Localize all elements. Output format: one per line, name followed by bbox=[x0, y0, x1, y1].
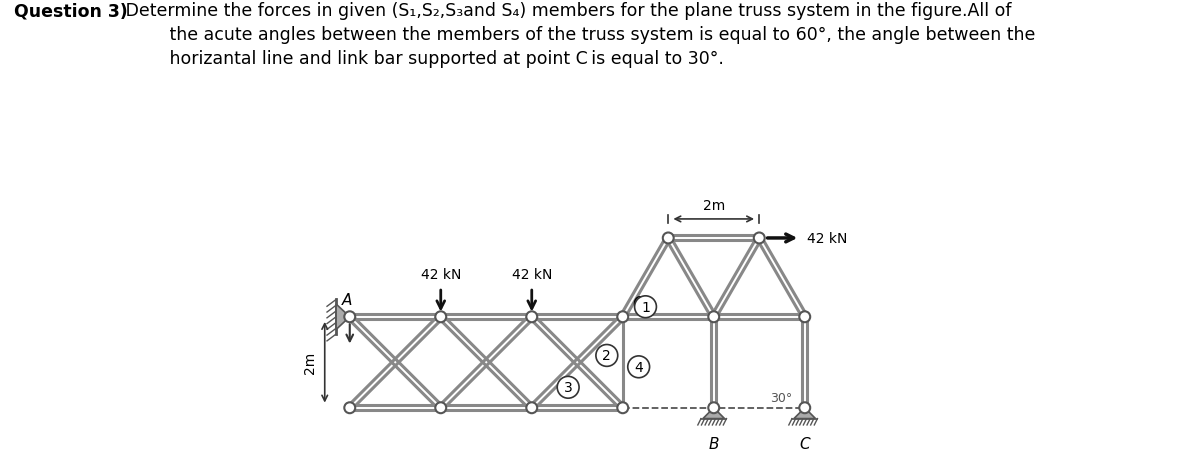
Circle shape bbox=[662, 233, 673, 244]
Text: 42 kN: 42 kN bbox=[808, 231, 847, 246]
Circle shape bbox=[617, 402, 629, 413]
Text: 3: 3 bbox=[564, 380, 572, 395]
Text: 42 kN: 42 kN bbox=[420, 268, 461, 282]
Text: Determine the forces in given (S₁,S₂,S₃and S₄) members for the plane truss syste: Determine the forces in given (S₁,S₂,S₃a… bbox=[120, 2, 1036, 68]
Circle shape bbox=[344, 312, 355, 323]
Circle shape bbox=[617, 312, 629, 323]
Circle shape bbox=[527, 312, 538, 323]
Circle shape bbox=[527, 402, 538, 413]
Text: A: A bbox=[342, 292, 353, 307]
Circle shape bbox=[708, 312, 719, 323]
Text: G: G bbox=[632, 295, 643, 310]
Text: 2m: 2m bbox=[703, 198, 725, 213]
Text: 4: 4 bbox=[635, 360, 643, 374]
Circle shape bbox=[628, 356, 649, 378]
Circle shape bbox=[708, 402, 719, 413]
Circle shape bbox=[557, 377, 580, 398]
Circle shape bbox=[635, 296, 656, 318]
Circle shape bbox=[436, 312, 446, 323]
Polygon shape bbox=[703, 408, 725, 419]
Polygon shape bbox=[336, 304, 349, 330]
Circle shape bbox=[799, 402, 810, 413]
Circle shape bbox=[799, 312, 810, 323]
Text: 42 kN: 42 kN bbox=[511, 268, 552, 282]
Text: 30°: 30° bbox=[770, 391, 792, 404]
Text: C: C bbox=[799, 436, 810, 451]
Circle shape bbox=[436, 402, 446, 413]
Circle shape bbox=[596, 345, 618, 367]
Text: B: B bbox=[708, 436, 719, 451]
Text: Question 3): Question 3) bbox=[14, 2, 128, 20]
Text: 1: 1 bbox=[641, 300, 650, 314]
Circle shape bbox=[754, 233, 764, 244]
Circle shape bbox=[344, 402, 355, 413]
Polygon shape bbox=[794, 408, 816, 419]
Text: 2: 2 bbox=[602, 349, 611, 363]
Text: 2m: 2m bbox=[302, 351, 317, 374]
